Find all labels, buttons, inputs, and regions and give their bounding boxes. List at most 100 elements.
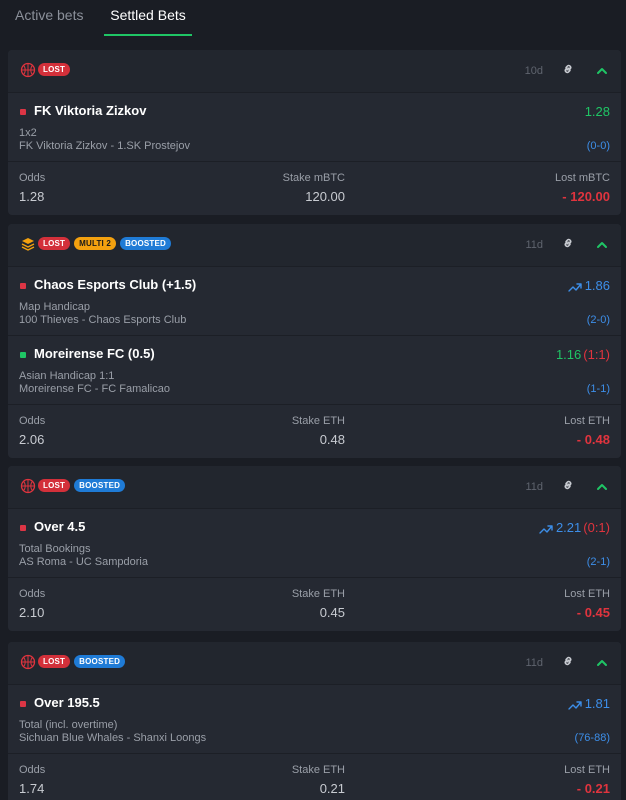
link-icon[interactable] [561,62,575,76]
boosted-badge: BOOSTED [120,237,172,250]
stake-label: Stake ETH [291,764,345,776]
badge-group: LOST BOOSTED [38,479,126,492]
selection-event: Sichuan Blue Whales - Shanxi Loongs [19,732,207,744]
bet-age: 10d [524,65,543,77]
total-odds: 1.28 [19,189,45,204]
tab-settled-bets[interactable]: Settled Bets [104,0,192,36]
stake-value: 0.45 [319,605,345,620]
selection-status-icon [20,109,26,115]
chevron-up-icon[interactable] [595,656,609,670]
bet-card-header[interactable]: LOST BOOSTED 11d [8,642,621,684]
selection-event: Moreirense FC - FC Famalicao [19,383,170,395]
bet-summary: Odds 1.28 Stake mBTC 120.00 Lost mBTC - … [8,161,621,215]
selection-odds: 1.28 [584,104,610,119]
total-odds: 2.06 [19,432,45,447]
selection-odds: 1.16 (1:1) [555,347,610,362]
lost-value: - 0.45 [576,605,610,620]
bet-card-header[interactable]: LOST 10d [8,50,621,92]
selection-status-icon [20,283,26,289]
selection-score: (1-1) [586,383,610,395]
layers-icon [20,236,36,252]
lost-label: Lost ETH [564,588,610,600]
badge-group: LOST BOOSTED [38,655,126,668]
selection-result: (1:1) [583,347,610,362]
bet-card: LOST MULTI 2 BOOSTED 11d Chaos Esports Clu… [8,224,621,458]
lost-label: Lost mBTC [554,172,610,184]
bet-card: LOST 10d FK Viktoria Zizkov 1.28 1x2 FK … [8,50,621,215]
selection-odds: 1.81 [567,696,610,711]
link-icon[interactable] [561,236,575,250]
selection-market: Total (incl. overtime) [19,719,118,731]
bet-summary: Odds 1.74 Stake ETH 0.21 Lost ETH - 0.21 [8,753,621,800]
lost-badge: LOST [38,63,71,76]
odds-label: Odds [19,415,46,427]
selection-score: (76-88) [574,732,610,744]
lost-badge: LOST [38,479,71,492]
selection-name: Over 4.5 [34,519,86,534]
boosted-badge: BOOSTED [74,655,126,668]
stake-value: 0.21 [319,781,345,796]
stake-label: Stake ETH [291,415,345,427]
bet-age: 11d [525,239,543,251]
selection-name: Moreirense FC (0.5) [34,346,155,361]
lost-label: Lost ETH [564,764,610,776]
badge-group: LOST [38,63,71,76]
basketball-icon [20,62,36,78]
selection-market: Map Handicap [19,301,90,313]
lost-label: Lost ETH [564,415,610,427]
selection-score: (0-0) [586,140,610,152]
total-odds: 2.10 [19,605,45,620]
selection-event: FK Viktoria Zizkov - 1.SK Prostejov [19,140,190,152]
selection-name: Over 195.5 [34,695,100,710]
badge-group: LOST MULTI 2 BOOSTED [38,237,172,250]
boost-trend-icon [567,696,585,711]
selection-status-icon [20,701,26,707]
bet-age: 11d [525,657,543,669]
selection-odds: 1.86 [567,278,610,293]
bet-summary: Odds 2.10 Stake ETH 0.45 Lost ETH - 0.45 [8,577,621,631]
link-icon[interactable] [561,654,575,668]
selection-market: Asian Handicap 1:1 [19,370,115,382]
selection-score: (2-1) [586,556,610,568]
selection-name: FK Viktoria Zizkov [34,103,147,118]
bet-card: LOST BOOSTED 11d Over 4.5 2.21 (0:1) Total… [8,466,621,631]
odds-label: Odds [19,588,46,600]
chevron-up-icon[interactable] [595,64,609,78]
basketball-icon [20,478,36,494]
bet-tabs: Active bets Settled Bets [0,0,626,36]
lost-badge: LOST [38,237,71,250]
selection-row: Over 4.5 2.21 (0:1) Total Bookings AS Rom… [8,508,621,577]
basketball-icon [20,654,36,670]
selection-market: Total Bookings [19,543,91,555]
chevron-up-icon[interactable] [595,480,609,494]
selection-row: Moreirense FC (0.5) 1.16 (1:1) Asian Hand… [8,335,621,404]
bet-card-header[interactable]: LOST MULTI 2 BOOSTED 11d [8,224,621,266]
bet-card: LOST BOOSTED 11d Over 195.5 1.81 Total (i… [8,642,621,800]
selection-status-icon [20,352,26,358]
bet-card-header[interactable]: LOST BOOSTED 11d [8,466,621,508]
bet-summary: Odds 2.06 Stake ETH 0.48 Lost ETH - 0.48 [8,404,621,458]
odds-label: Odds [19,764,46,776]
stake-value: 120.00 [305,189,345,204]
selection-result: (0:1) [583,520,610,535]
boost-trend-icon [567,278,585,293]
selection-market: 1x2 [19,127,37,139]
selection-name: Chaos Esports Club (+1.5) [34,277,197,292]
selection-row: FK Viktoria Zizkov 1.28 1x2 FK Viktoria … [8,92,621,161]
selection-row: Over 195.5 1.81 Total (incl. overtime) S… [8,684,621,753]
selection-odds: 2.21 (0:1) [539,520,610,535]
tab-active-bets[interactable]: Active bets [15,7,84,23]
selection-row: Chaos Esports Club (+1.5) 1.86 Map Handi… [8,266,621,335]
lost-value: - 0.48 [576,432,610,447]
stake-label: Stake ETH [291,588,345,600]
link-icon[interactable] [561,478,575,492]
stake-value: 0.48 [319,432,345,447]
selection-status-icon [20,525,26,531]
chevron-up-icon[interactable] [595,238,609,252]
total-odds: 1.74 [19,781,45,796]
lost-value: - 120.00 [562,189,610,204]
odds-label: Odds [19,172,46,184]
multi-badge: MULTI 2 [74,237,117,250]
lost-value: - 0.21 [576,781,610,796]
boost-trend-icon [539,520,556,535]
